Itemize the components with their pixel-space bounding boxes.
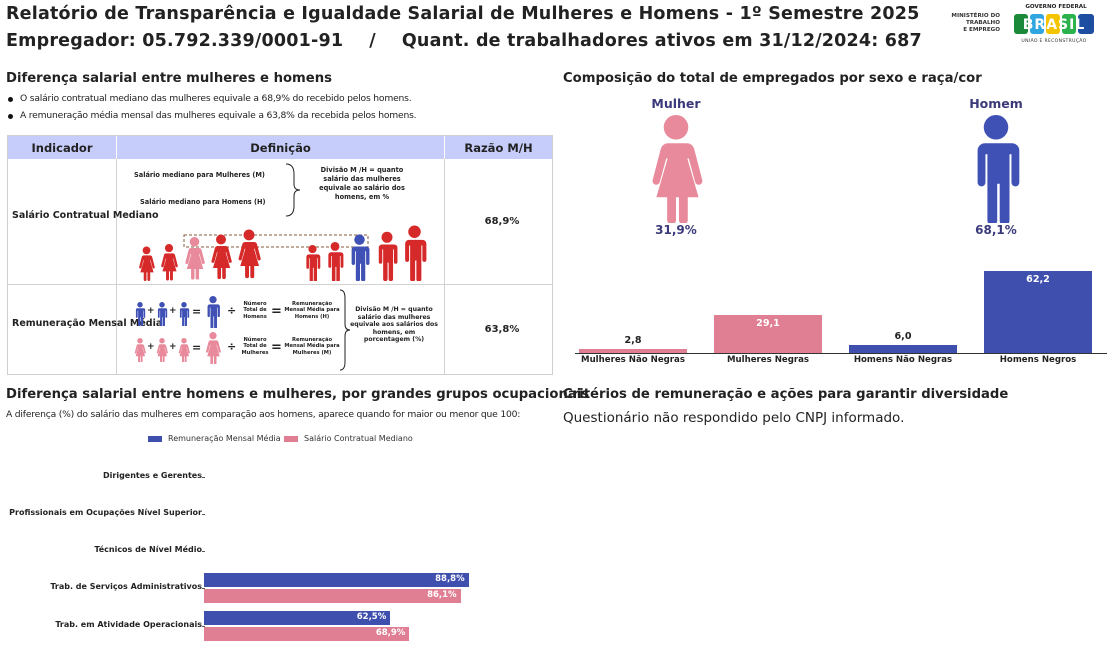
col-header-indicator: Indicador — [8, 136, 116, 159]
composition-title: Composição do total de empregados por se… — [563, 71, 982, 86]
criteria-title: Critérios de remuneração e ações para ga… — [563, 387, 1009, 402]
axis-tick — [202, 626, 205, 627]
def-median-men: Salário mediano para Homens (H) — [140, 198, 266, 206]
man-pct: 68,1% — [975, 223, 1017, 237]
equals-sign: = — [271, 304, 282, 319]
plus-sign: + — [147, 342, 155, 352]
category-label: Mulheres Negras — [726, 355, 810, 365]
government-logo: GOVERNO FEDERAL BRASIL UNIÃO E RECONSTRU… — [1012, 4, 1096, 44]
category-label: Mulheres Não Negras — [581, 355, 685, 365]
man-label: Homem — [969, 96, 1023, 111]
definition-table: Indicador Definição Razão M/H Salário Co… — [7, 135, 553, 375]
occupation-label: Trab. em Atividade Operacionais — [55, 620, 202, 629]
plus-sign: + — [169, 306, 177, 316]
def-median-women: Salário mediano para Mulheres (M) — [134, 171, 265, 179]
def-division-contract: Divisão M /H = quanto salário das mulher… — [319, 166, 405, 201]
employer-id: Empregador: 05.792.339/0001-91 — [6, 31, 344, 51]
indicator-monthly-pay: Remuneração Mensal Média — [12, 318, 163, 329]
avg-pay-women-label: Remuneração Mensal Média para Mulheres (… — [284, 337, 340, 356]
total-men-label: Número Total de Homens — [243, 301, 267, 320]
occupation-label: Técnicos de Nível Médio — [94, 545, 202, 554]
category-label: Homens Não Negras — [853, 355, 953, 365]
equals-sign: = — [192, 305, 202, 318]
occupation-bar: 68,9% — [204, 627, 410, 641]
workers-count: Quant. de trabalhadores ativos em 31/12/… — [401, 31, 922, 51]
salary-people-illustration — [139, 225, 427, 281]
occupation-bar: 86,1% — [204, 589, 461, 603]
bar-value-label: 68,9% — [375, 628, 406, 638]
woman-pct: 31,9% — [655, 223, 697, 237]
bar-value-label: 29,1 — [756, 317, 780, 329]
ministry-logo: MINISTÉRIO DO TRABALHO E EMPREGO — [951, 13, 1000, 34]
avg-pay-men-label: Remuneração Mensal Média para Homens (H) — [284, 301, 340, 320]
union-label: UNIÃO E RECONSTRUÇÃO — [1021, 39, 1087, 44]
occupational-note: A diferença (%) do salário das mulheres … — [6, 409, 521, 420]
bar-value-label: 88,8% — [435, 574, 465, 584]
bar — [714, 314, 822, 353]
bullet-monthly-pay: A remuneração média mensal das mulheres … — [7, 110, 417, 121]
woman-icon — [652, 115, 703, 223]
man-icon — [977, 115, 1020, 223]
bullet-contract-salary: O salário contratual mediano das mulhere… — [7, 93, 412, 104]
criteria-text: Questionário não respondido pelo CNPJ in… — [563, 410, 905, 426]
man-figure: Homem 68,1% — [958, 96, 1034, 237]
plus-sign: + — [147, 306, 155, 316]
equals-sign: = — [271, 340, 282, 355]
ratio-contract-salary: 68,9% — [484, 216, 520, 227]
bar-value-label: 62,5% — [356, 612, 387, 622]
legend-swatch — [284, 435, 298, 442]
woman-label: Mulher — [651, 96, 701, 111]
header-separator: / — [369, 31, 376, 51]
total-women-label: Número Total de Mulheres — [241, 337, 269, 356]
brasil-wordmark: BRASIL — [1014, 14, 1094, 34]
legend-swatch — [148, 435, 162, 442]
occupation-bar: 62,5% — [204, 611, 391, 625]
bar-value-label: 6,0 — [894, 331, 912, 343]
brace-icon — [285, 163, 301, 217]
legend-monthly-pay: Remuneração Mensal Média — [148, 434, 281, 443]
bar — [579, 349, 687, 353]
ratio-monthly-pay: 63,8% — [484, 324, 520, 335]
woman-figure: Mulher 31,9% — [638, 96, 714, 237]
divide-sign: ÷ — [227, 304, 237, 317]
divide-sign: ÷ — [227, 340, 237, 353]
axis-tick — [202, 477, 205, 478]
bar-value-label: 86,1% — [427, 590, 457, 600]
axis-tick — [202, 514, 205, 515]
bar-value-label: 2,8 — [624, 335, 642, 347]
svg-text:BRASIL: BRASIL — [1023, 17, 1086, 33]
axis-tick — [202, 588, 205, 589]
equals-sign: = — [192, 341, 202, 354]
category-label: Homens Negros — [999, 355, 1077, 365]
brace-icon — [339, 289, 351, 371]
chart-baseline — [575, 353, 1107, 354]
occupation-label: Trab. de Serviços Administrativos — [50, 582, 202, 591]
pay-gap-title: Diferença salarial entre mulheres e home… — [6, 71, 332, 86]
occupation-label: Profissionais em Ocupações Nível Superio… — [9, 508, 202, 517]
def-division-monthly: Divisão M /H = quanto salário das mulher… — [350, 306, 438, 344]
plus-sign: + — [169, 342, 177, 352]
occupational-title: Diferença salarial entre homens e mulher… — [6, 387, 590, 402]
employer-line: Empregador: 05.792.339/0001-91 / Quant. de… — [6, 31, 922, 51]
col-header-ratio: Razão M/H — [445, 136, 552, 159]
bar-value-label: 62,2 — [1026, 274, 1050, 285]
legend-contract-salary: Salário Contratual Mediano — [284, 434, 413, 443]
indicator-contract-salary: Salário Contratual Mediano — [12, 210, 159, 221]
col-header-definition: Definição — [117, 136, 444, 159]
axis-tick — [202, 551, 205, 552]
occupation-bar: 88,8% — [204, 573, 469, 587]
bar — [984, 271, 1092, 353]
bar — [849, 345, 957, 353]
gov-federal-label: GOVERNO FEDERAL — [1025, 4, 1087, 10]
report-title: Relatório de Transparência e Igualdade S… — [6, 4, 920, 24]
occupation-label: Dirigentes e Gerentes — [103, 471, 202, 480]
